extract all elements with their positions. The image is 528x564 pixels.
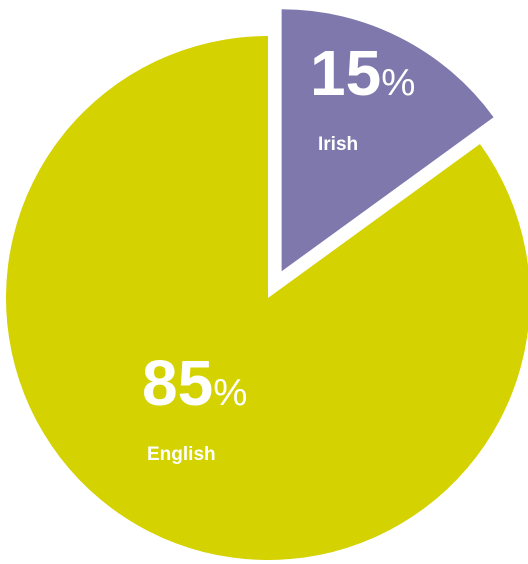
- value-label: 85%: [142, 347, 247, 419]
- pie-slice: [6, 36, 528, 560]
- category-label: English: [147, 444, 216, 465]
- value-label: 15%: [310, 37, 415, 109]
- category-label: Irish: [318, 134, 358, 155]
- pie-slice: [281, 9, 494, 272]
